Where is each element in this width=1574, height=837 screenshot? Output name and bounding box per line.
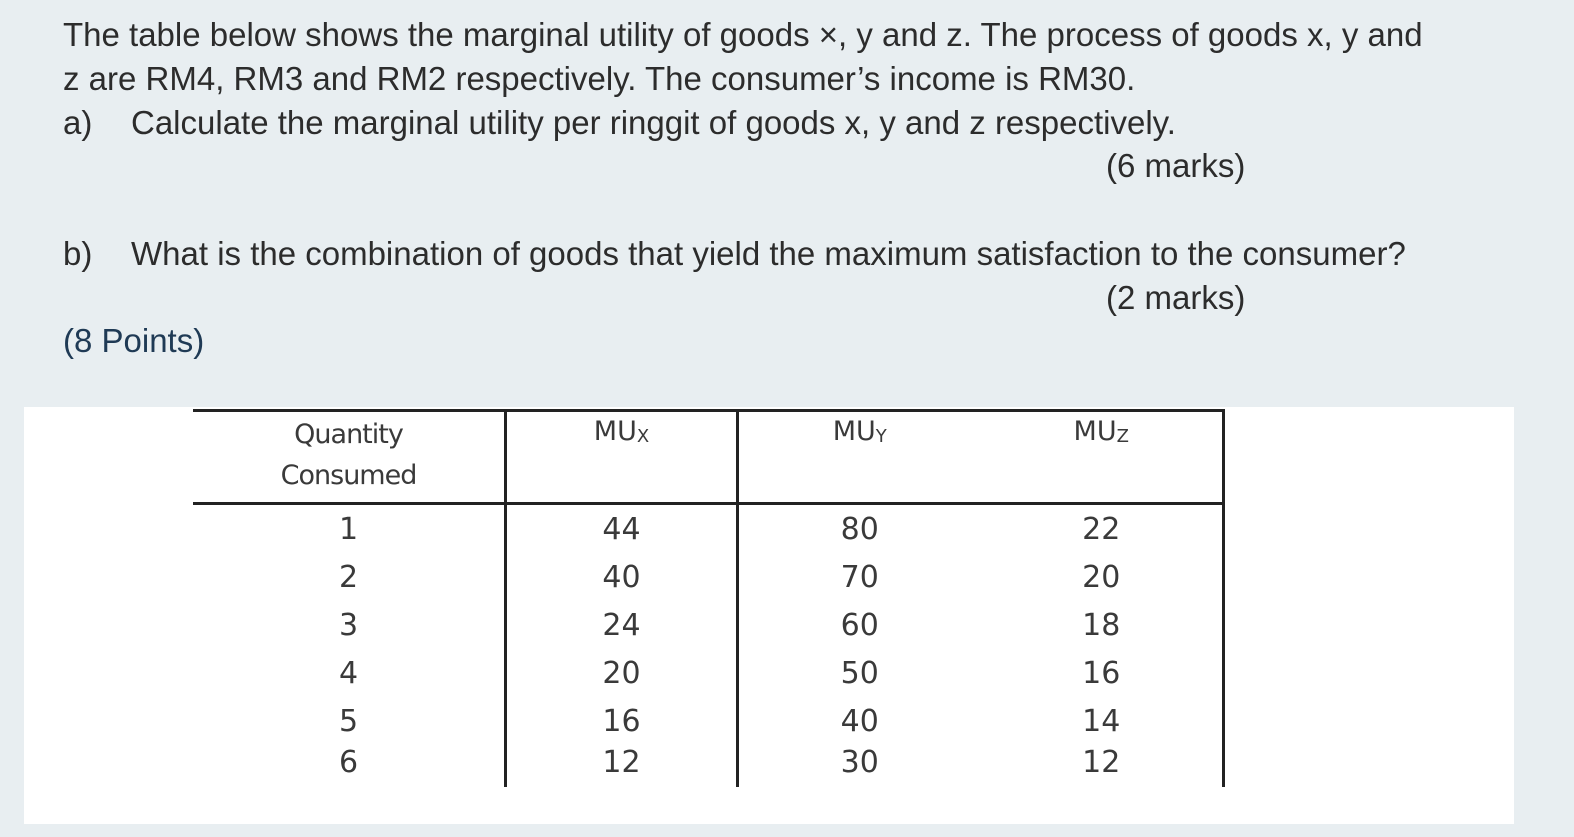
part-b-text: What is the combination of goods that yi… [131,235,1406,272]
cell-muy-muz: 70 20 [736,553,1225,601]
header-muy-subscript: Y [875,426,887,447]
cell-quantity: 3 [338,607,359,643]
marginal-utility-table: Quantity Consumed MUX MUY MUZ 1 44 [193,409,1225,787]
table-row: 3 24 60 18 [193,601,1225,649]
cell-muz: 12 [1082,745,1121,780]
part-b-letter: b) [63,235,93,272]
header-mux: MUX [504,409,738,505]
cell-quantity: 6 [338,745,359,780]
header-muy-label: MU [832,416,876,447]
header-muz: MUZ [981,416,1223,447]
cell-muy-muz: 60 18 [736,601,1225,649]
cell-muy: 30 [840,745,879,780]
cell-mux: 20 [504,649,738,697]
cell-mux: 40 [504,553,738,601]
intro-line-2: z are RM4, RM3 and RM2 respectively. The… [63,60,1136,97]
cell-muy-muz: 30 12 [736,745,1225,787]
table-row: 4 20 50 16 [193,649,1225,697]
part-a: a) Calculate the marginal utility per ri… [63,101,1176,145]
cell-mux: 12 [504,745,738,787]
cell-muy: 50 [840,655,879,691]
table-header-row: Quantity Consumed MUX MUY MUZ [193,409,1225,505]
cell-mux: 44 [504,503,738,553]
table-row: 5 16 40 14 [193,697,1225,745]
intro-line-1: The table below shows the marginal utili… [63,16,1423,53]
points-label: (8 Points) [63,322,205,359]
cell-muz: 14 [1082,703,1121,739]
question-intro: The table below shows the marginal utili… [63,13,1503,101]
table-row: 6 12 30 12 [193,745,1225,787]
cell-quantity: 2 [338,559,359,595]
cell-muy: 60 [840,607,879,643]
cell-muy: 40 [840,703,879,739]
header-quantity-line1: Quantity [294,419,404,450]
cell-muy: 70 [840,559,879,595]
header-mux-subscript: X [636,426,650,447]
header-muz-label: MU [1073,416,1117,447]
cell-muy: 80 [840,511,879,547]
header-muz-subscript: Z [1116,426,1129,447]
header-quantity-line2: Consumed [280,460,418,491]
cell-muy-muz: 40 14 [736,697,1225,745]
cell-muy-muz: 80 22 [736,503,1225,553]
part-a-text: Calculate the marginal utility per ringg… [131,104,1176,141]
cell-muz: 18 [1082,607,1121,643]
part-a-letter: a) [63,104,93,141]
cell-quantity: 4 [338,655,359,691]
cell-quantity: 5 [338,703,359,739]
cell-muy-muz: 50 16 [736,649,1225,697]
cell-muz: 16 [1082,655,1121,691]
table-row: 1 44 80 22 [193,503,1225,553]
table-row: 2 40 70 20 [193,553,1225,601]
part-b: b) What is the combination of goods that… [63,232,1406,276]
cell-muz: 22 [1082,511,1121,547]
cell-mux: 16 [504,697,738,745]
header-muy-muz: MUY MUZ [736,409,1225,505]
header-mux-label: MU [593,416,637,447]
part-a-marks: (6 marks) [1106,147,1246,184]
cell-quantity: 1 [338,511,359,547]
cell-muz: 20 [1082,559,1121,595]
header-quantity-consumed: Quantity Consumed [193,409,506,505]
part-b-marks: (2 marks) [1106,279,1246,316]
cell-mux: 24 [504,601,738,649]
header-muy: MUY [739,416,981,447]
